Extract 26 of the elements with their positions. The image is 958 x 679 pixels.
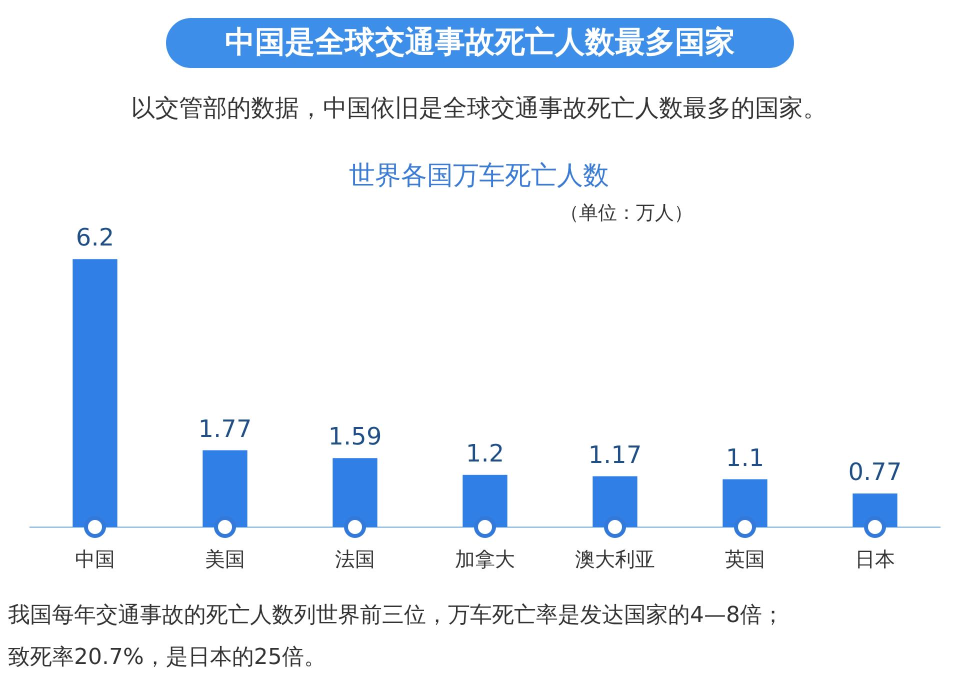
text: 致死率20.7%，是日本的25倍。 [8,644,326,672]
x-tick-label: 中国 [75,547,115,572]
data-label: 0.77 [848,458,902,486]
data-label: 6.2 [76,224,114,252]
data-label: 1.77 [198,414,252,443]
x-tick-label: 法国 [335,547,375,572]
bar [592,476,638,527]
x-tick-label: 加拿大 [455,547,515,572]
bar [202,450,248,527]
x-tick-label: 美国 [205,547,245,572]
data-label: 1.17 [588,440,642,469]
chart-subtitle: 以交管部的数据，中国依旧是全球交通事故死亡人数最多的国家。 [130,93,828,124]
text: 世界各国万车死亡人数 [348,160,610,193]
data-label: 1.59 [328,422,382,451]
data-label: 1.1 [726,444,764,472]
x-tick-label: 英国 [725,547,765,572]
bar [72,259,118,527]
text: 我国每年交通事故的死亡人数列世界前三位，万车死亡率是发达国家的4—8倍； [8,602,784,630]
data-label: 1.2 [466,439,504,468]
x-tick-label: 日本 [855,547,895,572]
text: （单位：万人） [560,201,693,226]
bar [722,479,768,527]
bar [332,458,378,527]
bar [462,474,508,527]
x-tick-label: 澳大利亚 [575,547,655,572]
chart-title: 中国是全球交通事故死亡人数最多国家 [166,18,794,68]
